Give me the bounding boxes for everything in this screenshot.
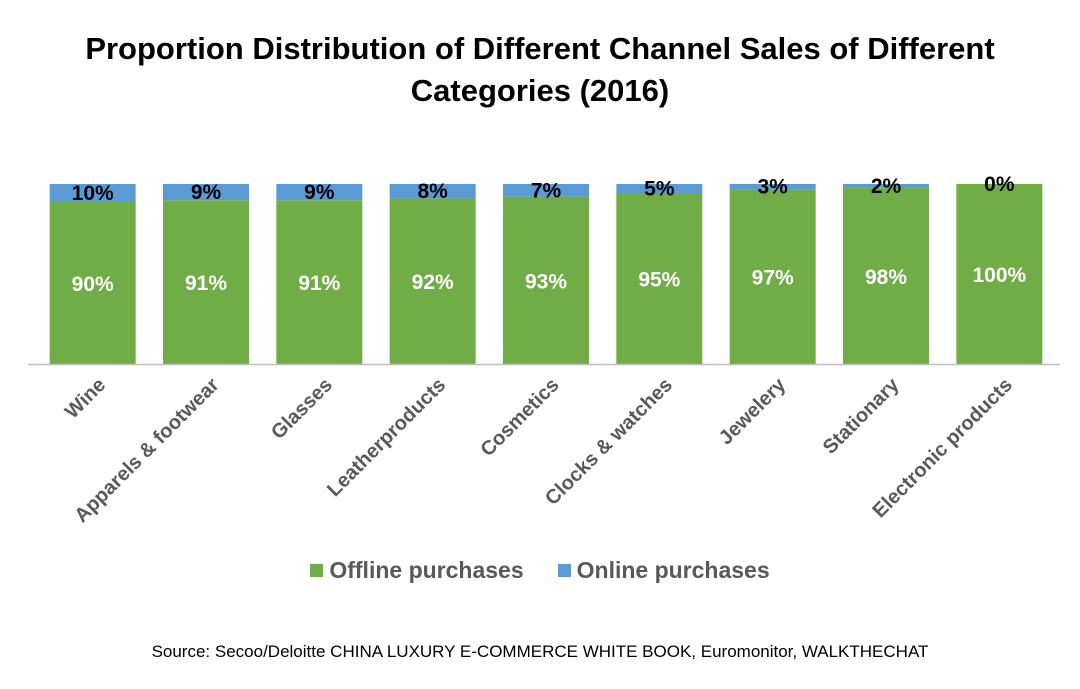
bar-offline-3 bbox=[389, 198, 476, 364]
x-tick-label-4: Cosmetics bbox=[476, 374, 563, 461]
x-tick-label-7: Stationary bbox=[819, 373, 904, 458]
legend: Offline purchases Online purchases bbox=[0, 557, 1080, 584]
data-label-offline-4: 93% bbox=[525, 270, 567, 293]
data-label-offline-8: 100% bbox=[972, 264, 1026, 287]
data-label-offline-5: 95% bbox=[638, 269, 680, 292]
data-label-offline-1: 91% bbox=[185, 272, 227, 295]
bar-offline-0 bbox=[49, 202, 136, 364]
data-label-online-8: 0% bbox=[984, 173, 1015, 196]
chart-title-line-1: Proportion Distribution of Different Cha… bbox=[85, 31, 995, 66]
bar-offline-5 bbox=[616, 193, 703, 364]
legend-item-offline: Offline purchases bbox=[310, 557, 524, 584]
legend-label-offline: Offline purchases bbox=[329, 557, 524, 583]
bar-online-1 bbox=[163, 184, 249, 201]
chart-title-line-2: Categories (2016) bbox=[410, 73, 670, 108]
bar-online-4 bbox=[503, 184, 589, 197]
data-label-offline-7: 98% bbox=[865, 266, 907, 289]
data-label-online-1: 9% bbox=[191, 181, 222, 204]
bar-offline-1 bbox=[163, 200, 249, 364]
data-label-offline-2: 91% bbox=[298, 272, 340, 295]
bar-offline-4 bbox=[503, 196, 589, 364]
x-tick-label-3: Leatherproducts bbox=[323, 374, 450, 501]
data-label-offline-3: 92% bbox=[412, 271, 454, 294]
data-label-online-7: 2% bbox=[871, 175, 902, 198]
data-label-online-0: 10% bbox=[72, 182, 114, 205]
legend-swatch-offline bbox=[310, 564, 324, 577]
data-label-online-3: 8% bbox=[417, 180, 448, 203]
data-label-offline-6: 97% bbox=[752, 267, 794, 290]
legend-swatch-online bbox=[557, 564, 571, 577]
data-label-online-4: 7% bbox=[531, 179, 562, 202]
bar-online-2 bbox=[276, 184, 363, 201]
bar-online-6 bbox=[729, 184, 816, 190]
bar-offline-2 bbox=[276, 200, 363, 364]
bar-offline-7 bbox=[843, 187, 929, 364]
x-tick-label-5: Clocks & watches bbox=[541, 374, 677, 510]
source-note: Source: Secoo/Deloitte CHINA LUXURY E-CO… bbox=[151, 642, 929, 661]
chart-title: Proportion Distribution of Different Cha… bbox=[40, 28, 1040, 112]
x-tick-label-0: Wine bbox=[61, 374, 110, 423]
bar-offline-8 bbox=[956, 184, 1043, 364]
bar-online-7 bbox=[843, 184, 929, 188]
legend-label-online: Online purchases bbox=[576, 557, 770, 583]
x-tick-label-6: Jewelery bbox=[715, 373, 791, 449]
bar-online-5 bbox=[616, 184, 703, 193]
legend-item-online: Online purchases bbox=[557, 557, 770, 584]
bar-offline-6 bbox=[729, 189, 816, 364]
data-label-offline-0: 90% bbox=[72, 273, 114, 296]
data-label-online-5: 5% bbox=[644, 178, 675, 201]
bar-online-0 bbox=[49, 184, 136, 202]
data-label-online-2: 9% bbox=[304, 181, 335, 204]
x-tick-label-2: Glasses bbox=[267, 374, 337, 444]
data-label-online-6: 3% bbox=[757, 176, 788, 199]
bar-online-3 bbox=[389, 184, 476, 199]
